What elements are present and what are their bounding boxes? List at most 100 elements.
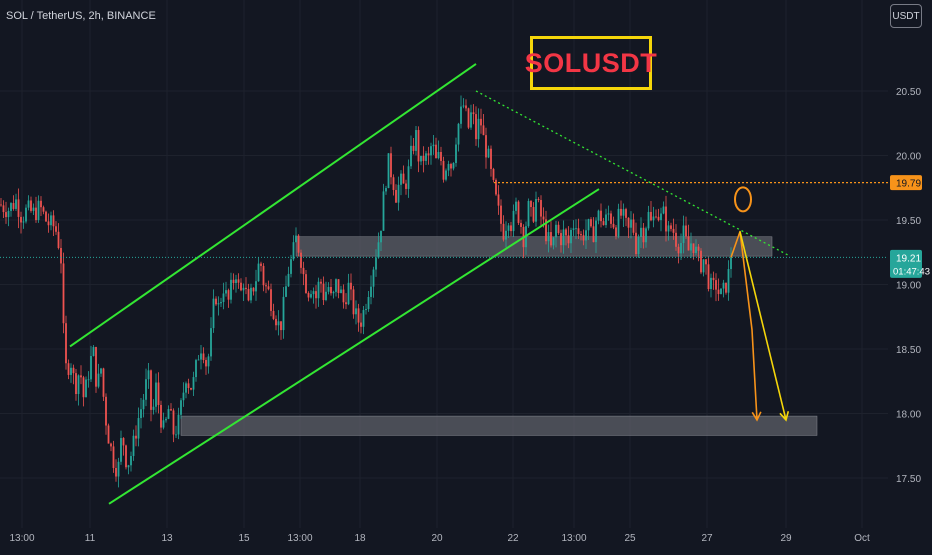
candle — [262, 263, 265, 292]
candle — [552, 237, 555, 250]
candle — [595, 217, 597, 254]
candle — [405, 179, 407, 195]
candle-body — [217, 303, 220, 305]
candle-body — [617, 208, 620, 237]
candle — [477, 108, 480, 148]
candle — [485, 127, 487, 169]
candle-body — [472, 112, 475, 115]
candle — [450, 162, 452, 177]
candle-body — [315, 291, 317, 299]
candle — [250, 283, 252, 304]
candle-body — [635, 232, 637, 255]
candle — [130, 451, 132, 472]
candle — [242, 283, 245, 301]
candle — [702, 259, 705, 277]
candle-body — [147, 370, 150, 380]
candle — [565, 227, 567, 246]
candle-body — [152, 406, 155, 410]
candle — [60, 239, 62, 274]
candle-body — [310, 294, 312, 298]
candle-body — [407, 166, 410, 189]
candle-body — [500, 205, 502, 224]
candle — [537, 197, 540, 203]
candle-body — [610, 213, 612, 224]
candle — [382, 183, 385, 231]
candle-body — [655, 216, 657, 218]
candle-body — [120, 438, 122, 462]
candle-body — [380, 230, 382, 243]
candle — [380, 230, 382, 251]
candle — [90, 345, 92, 383]
candle — [390, 146, 392, 185]
candle — [462, 98, 465, 109]
candle — [325, 281, 327, 302]
candle-body — [347, 282, 350, 305]
candle — [175, 425, 177, 439]
candle-body — [437, 151, 440, 159]
candle — [385, 185, 387, 195]
candle — [600, 203, 602, 228]
candle — [367, 290, 370, 312]
candle-body — [680, 243, 682, 254]
projection-arrow-yellow — [739, 231, 787, 421]
candle — [300, 249, 302, 274]
currency-button[interactable]: USDT — [890, 4, 922, 28]
candle-body — [390, 153, 392, 178]
candle-body — [12, 203, 15, 209]
candle — [722, 279, 725, 298]
candle-body — [660, 213, 662, 221]
candle-body — [102, 368, 105, 397]
candle — [315, 285, 317, 309]
candle — [505, 221, 507, 248]
candle — [502, 215, 505, 242]
candle — [172, 408, 175, 443]
candle-body — [62, 263, 65, 324]
candle-body — [475, 114, 477, 140]
candle-body — [590, 219, 592, 227]
candle — [635, 222, 637, 257]
candle — [672, 218, 675, 240]
candle-body — [687, 236, 690, 251]
candle — [170, 403, 172, 411]
candle-body — [35, 207, 37, 221]
candle — [260, 261, 262, 272]
time-tick-label: 13:00 — [9, 533, 34, 544]
candle-body — [567, 235, 570, 244]
candle-body — [27, 200, 30, 208]
candle-body — [510, 225, 512, 232]
candle — [122, 437, 125, 456]
candle-body — [317, 281, 320, 299]
candle-body — [60, 248, 62, 264]
candle-body — [577, 228, 580, 235]
candle — [517, 200, 520, 226]
candle — [675, 224, 677, 251]
candle — [245, 277, 247, 295]
candle-body — [247, 288, 250, 301]
candle — [442, 156, 445, 183]
candle — [445, 168, 447, 182]
candle-body — [452, 162, 455, 169]
candle — [350, 273, 352, 301]
candle — [582, 229, 585, 246]
candle — [472, 104, 475, 125]
candle-body — [75, 373, 77, 395]
chart-title-text: SOLUSDT — [524, 47, 658, 78]
candle — [695, 239, 697, 256]
candle-body — [417, 130, 420, 162]
candle-body — [205, 360, 207, 367]
candle-body — [595, 220, 597, 243]
candle — [30, 196, 32, 213]
candle — [455, 137, 457, 167]
candle-body — [360, 322, 362, 327]
candle-body — [325, 291, 327, 301]
candle-body — [202, 353, 205, 361]
candle — [425, 150, 427, 165]
candle — [717, 278, 720, 301]
candle — [230, 272, 232, 304]
candle-body — [65, 323, 67, 364]
candle — [555, 220, 557, 248]
candle-body — [240, 282, 242, 291]
candle-body — [385, 188, 387, 192]
